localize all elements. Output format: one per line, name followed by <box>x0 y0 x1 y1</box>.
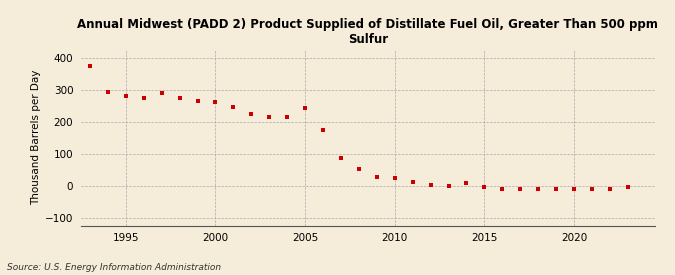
Point <box>192 98 203 103</box>
Point <box>210 100 221 104</box>
Point <box>622 185 633 189</box>
Point <box>281 114 292 119</box>
Point <box>300 106 310 110</box>
Title: Annual Midwest (PADD 2) Product Supplied of Distillate Fuel Oil, Greater Than 50: Annual Midwest (PADD 2) Product Supplied… <box>78 18 658 46</box>
Point <box>425 183 436 187</box>
Text: Source: U.S. Energy Information Administration: Source: U.S. Energy Information Administ… <box>7 263 221 272</box>
Point <box>443 184 454 188</box>
Point <box>587 186 597 191</box>
Point <box>479 185 490 189</box>
Point <box>389 176 400 180</box>
Y-axis label: Thousand Barrels per Day: Thousand Barrels per Day <box>31 70 40 205</box>
Point <box>138 95 149 100</box>
Point <box>407 180 418 185</box>
Point <box>120 94 131 98</box>
Point <box>103 90 113 94</box>
Point <box>335 155 346 160</box>
Point <box>174 95 185 100</box>
Point <box>461 181 472 185</box>
Point <box>228 105 239 109</box>
Point <box>246 111 256 116</box>
Point <box>515 186 526 191</box>
Point <box>84 63 95 68</box>
Point <box>371 175 382 179</box>
Point <box>264 114 275 119</box>
Point <box>605 186 616 191</box>
Point <box>533 187 543 192</box>
Point <box>551 186 562 191</box>
Point <box>497 186 508 191</box>
Point <box>157 90 167 95</box>
Point <box>318 127 329 132</box>
Point <box>354 166 364 171</box>
Point <box>568 187 579 192</box>
